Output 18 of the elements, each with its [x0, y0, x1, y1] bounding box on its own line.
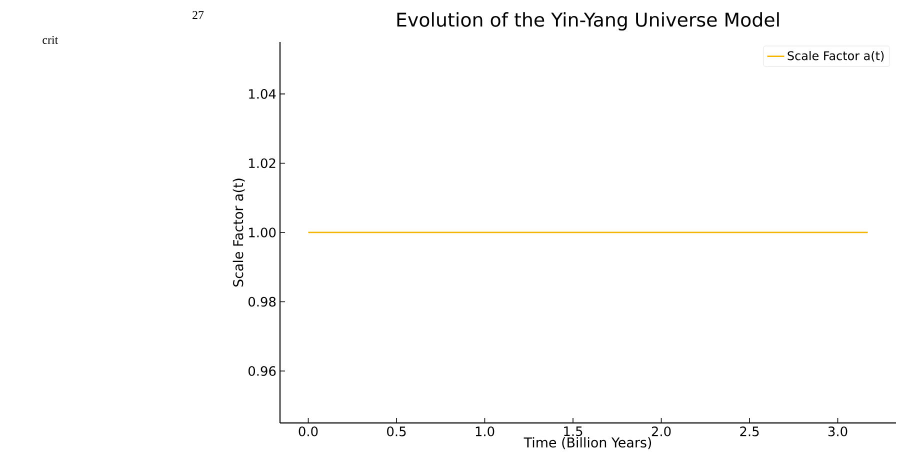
x-tick-label: 0.0	[298, 426, 318, 436]
y-tick-label: 1.04	[249, 89, 276, 99]
x-axis-title: Time (Billion Years)	[524, 437, 652, 450]
x-tick-label: 2.5	[740, 426, 759, 436]
y-tick-label: 0.98	[248, 296, 276, 307]
y-axis-title: Scale Factor a(t)	[232, 178, 245, 287]
y-tick-label: 1.00	[249, 228, 276, 238]
x-tick-label: 2.0	[652, 426, 671, 436]
x-tick-label: 0.5	[387, 426, 406, 436]
x-tick-label: 3.0	[828, 426, 848, 436]
y-tick-label: 1.02	[249, 158, 276, 168]
y-tick-label: 0.96	[248, 366, 276, 376]
x-tick-label: 1.5	[564, 426, 582, 436]
text: 27	[192, 11, 204, 19]
text: crit	[42, 36, 58, 44]
x-tick-label: 1.0	[476, 426, 494, 436]
legend-label: Scale Factor a(t)	[788, 50, 884, 62]
chart-title: Evolution of the Yin-Yang Universe Model	[397, 12, 779, 30]
